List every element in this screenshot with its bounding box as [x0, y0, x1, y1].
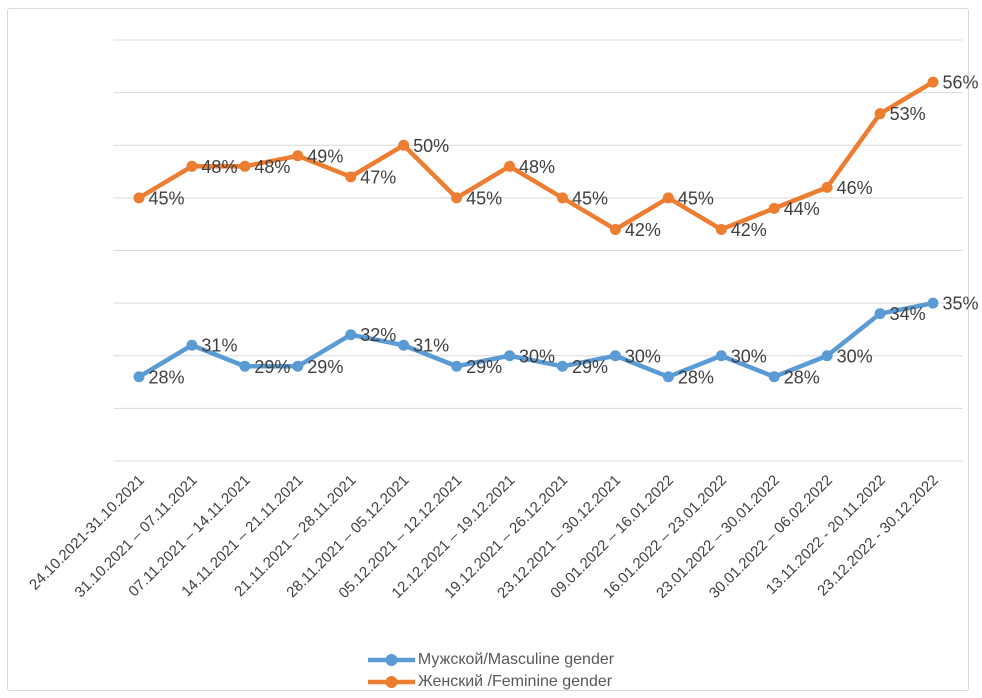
data-point-feminine — [186, 160, 198, 172]
legend-item-feminine[interactable]: Женский /Feminine gender — [367, 671, 613, 693]
chart-legend: Мужской/Masculine gender Женский /Femini… — [0, 649, 982, 693]
data-label-masculine: 31% — [413, 336, 449, 356]
data-label-masculine: 28% — [149, 367, 185, 387]
data-label-feminine: 42% — [625, 220, 661, 240]
data-point-feminine — [292, 150, 304, 162]
data-label-masculine: 32% — [360, 325, 396, 345]
data-point-masculine — [451, 360, 463, 372]
data-point-feminine — [874, 108, 886, 120]
data-point-masculine — [239, 360, 251, 372]
data-point-masculine — [186, 339, 198, 351]
data-point-feminine — [768, 202, 780, 214]
data-point-masculine — [874, 308, 886, 320]
data-label-masculine: 34% — [890, 304, 926, 324]
data-label-masculine: 28% — [678, 367, 714, 387]
data-label-feminine: 44% — [784, 199, 820, 219]
data-point-masculine — [556, 360, 568, 372]
data-point-masculine — [504, 350, 516, 362]
legend-label-feminine: Женский /Feminine gender — [417, 673, 613, 690]
data-point-masculine — [292, 360, 304, 372]
data-point-masculine — [821, 350, 833, 362]
legend-item-masculine[interactable]: Мужской/Masculine gender — [367, 649, 615, 671]
data-point-feminine — [927, 76, 939, 88]
data-point-masculine — [398, 339, 410, 351]
legend-marker-dot — [385, 676, 398, 688]
data-label-masculine: 29% — [466, 357, 502, 377]
data-label-feminine: 48% — [201, 157, 237, 177]
data-label-feminine: 47% — [360, 167, 396, 187]
chart-frame[interactable] — [7, 8, 969, 691]
data-point-feminine — [504, 160, 516, 172]
data-point-feminine — [345, 171, 357, 183]
data-label-masculine: 35% — [943, 294, 979, 314]
legend-label-masculine: Мужской/Masculine gender — [417, 651, 615, 668]
data-label-feminine: 48% — [519, 157, 555, 177]
data-label-masculine: 29% — [307, 357, 343, 377]
data-label-masculine: 30% — [837, 346, 873, 366]
data-point-masculine — [133, 371, 145, 383]
data-point-masculine — [609, 350, 621, 362]
data-point-feminine — [821, 181, 833, 193]
data-label-feminine: 50% — [413, 136, 449, 156]
data-point-feminine — [556, 192, 568, 204]
data-label-feminine: 53% — [890, 104, 926, 124]
data-label-masculine: 29% — [254, 357, 290, 377]
data-point-feminine — [398, 139, 410, 151]
data-label-feminine: 45% — [572, 188, 608, 208]
data-point-feminine — [451, 192, 463, 204]
data-label-feminine: 45% — [466, 188, 502, 208]
data-point-feminine — [239, 160, 251, 172]
data-point-masculine — [715, 350, 727, 362]
data-label-feminine: 45% — [149, 188, 185, 208]
data-label-feminine: 45% — [678, 188, 714, 208]
data-label-masculine: 30% — [625, 346, 661, 366]
data-label-feminine: 42% — [731, 220, 767, 240]
data-label-masculine: 28% — [784, 367, 820, 387]
data-point-masculine — [768, 371, 780, 383]
legend-marker-dot — [385, 654, 398, 666]
data-label-feminine: 49% — [307, 146, 343, 166]
data-point-masculine — [345, 329, 357, 341]
data-point-feminine — [715, 223, 727, 235]
data-label-masculine: 31% — [201, 336, 237, 356]
data-label-feminine: 46% — [837, 178, 873, 198]
data-label-masculine: 30% — [731, 346, 767, 366]
data-point-feminine — [133, 192, 145, 204]
data-point-feminine — [609, 223, 621, 235]
data-label-masculine: 29% — [572, 357, 608, 377]
data-point-masculine — [662, 371, 674, 383]
series-line-feminine — [136, 79, 936, 232]
data-label-masculine: 30% — [519, 346, 555, 366]
legend-line-marker-icon — [367, 676, 415, 688]
data-point-feminine — [662, 192, 674, 204]
legend-items: Мужской/Masculine gender Женский /Femini… — [367, 649, 615, 693]
data-label-feminine: 56% — [943, 73, 979, 93]
legend-line-marker-icon — [367, 654, 415, 666]
series-line-masculine — [136, 300, 936, 380]
data-label-feminine: 48% — [254, 157, 290, 177]
data-point-masculine — [927, 297, 939, 309]
